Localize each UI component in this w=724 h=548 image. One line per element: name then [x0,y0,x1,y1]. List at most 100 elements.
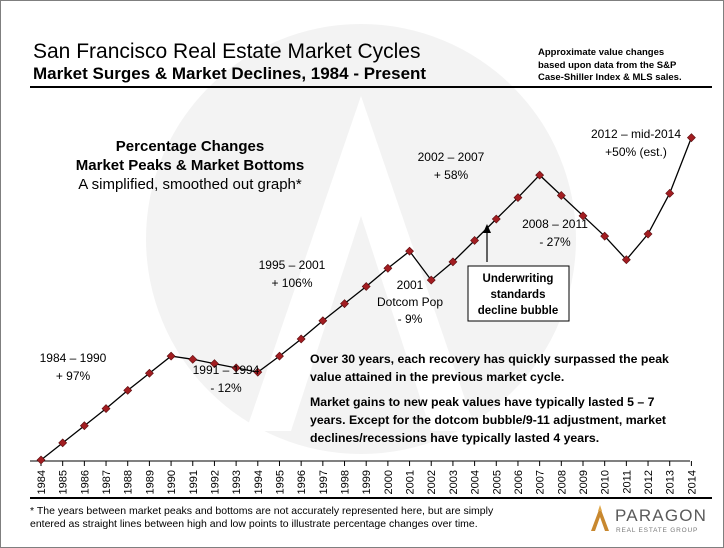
commentary-line: value attained in the previous market cy… [310,370,564,384]
footnote-line: * The years between market peaks and bot… [30,505,494,517]
x-tick-label: 2007 [535,470,547,494]
commentary-line: Over 30 years, each recovery has quickly… [310,352,669,366]
data-point-marker [383,263,393,273]
callout-text-line: decline bubble [478,305,559,317]
x-tick-label: 1994 [253,470,265,494]
divider-rule-bottom [30,497,712,499]
data-point-marker [144,368,154,378]
data-point-marker [686,133,696,143]
annotation-1984-1990-change: + 97% [56,369,91,383]
annotation-2012-2014-change: +50% (est.) [605,145,667,159]
x-tick-label: 2006 [513,470,525,494]
annotation-2012-2014: 2012 – mid-2014 [591,127,681,141]
x-tick-label: 2005 [491,470,503,494]
data-point-marker [253,367,263,377]
x-tick-label: 2011 [621,470,633,494]
data-point-marker [188,354,198,364]
x-tick-label: 2014 [686,470,698,494]
data-point-marker [426,275,436,285]
data-point-marker [643,229,653,239]
annotation-1984-1990: 1984 – 1990 [40,351,107,365]
x-tick-label: 1993 [231,470,243,494]
x-tick-label: 1991 [188,470,200,494]
series-markers [36,133,696,465]
callout-text-line: Underwriting [483,273,554,285]
data-point-marker [556,191,566,200]
annotation-2008-2011: 2008 – 2011 [522,217,588,231]
x-tick-label: 1997 [318,470,330,494]
annotation-1995-2001: 1995 – 2001 [259,258,326,272]
data-point-marker [491,214,501,224]
chart-subtitle-line: Market Peaks & Market Bottoms [76,157,304,174]
annotation-1995-2001-change: + 106% [271,276,312,290]
x-tick-label: 1989 [144,470,156,494]
annotation-2008-2011-change: - 27% [539,235,571,249]
data-point-marker [600,231,610,241]
data-point-marker [231,363,241,373]
commentary-line: declines/recessions have typically laste… [310,431,599,445]
callout-arrow-head [483,224,491,233]
x-tick-label: 1986 [79,470,91,494]
x-axis-ticks [40,461,692,466]
x-tick-label: 1987 [101,470,113,494]
data-point-marker [470,236,480,245]
x-tick-label: 2009 [578,470,590,494]
source-note-line: based upon data from the S&P [538,59,677,71]
data-point-marker [210,359,219,369]
callout-box [467,265,570,322]
paragon-emblem-icon [591,505,609,531]
x-tick-label: 1992 [209,470,221,494]
source-note-line: Approximate value changes [538,47,665,58]
callout-text-line: standards [491,289,546,301]
x-axis-tick-labels: 1984 1985 1986 1987 1988 1989 1990 1991 1992 1993… [36,470,698,494]
x-tick-label: 1985 [58,470,70,494]
chart-main-title: San Francisco Real Estate Market Cycles [33,40,421,63]
chart-main-subtitle: Market Surges & Market Declines, 1984 - … [33,64,427,83]
x-tick-label: 1995 [274,470,286,494]
data-point-marker [361,282,371,291]
annotation-2002-2007: 2002 – 2007 [418,150,485,164]
data-point-marker [535,170,545,180]
logo-tagline: REAL ESTATE GROUP [616,527,698,534]
data-point-marker [578,211,588,221]
divider-rule-top [30,86,712,88]
x-tick-label: 2004 [470,470,482,494]
chart-title: Percentage Changes [116,138,264,155]
data-point-marker [340,299,349,309]
x-tick-label: 2010 [600,470,612,494]
annotation-dotcom-pop: Dotcom Pop [377,295,443,309]
x-tick-label: 2013 [665,470,677,494]
data-point-marker [318,316,328,326]
footnote-line: entered as straight lines between high a… [30,518,478,530]
data-point-marker [405,246,414,256]
paragon-logo: PARAGON REAL ESTATE GROUP [591,505,705,534]
commentary-line: Market gains to new peak values have typ… [310,395,655,409]
source-note-line: Case-Shiller Index & MLS sales. [538,72,682,83]
source-note: Approximate value changes based upon dat… [538,47,682,85]
annotation-2002-2007-change: + 58% [434,168,469,182]
x-tick-label: 2002 [426,470,438,494]
data-point-marker [79,421,89,431]
logo-name: PARAGON [615,506,705,525]
data-point-marker [101,404,111,414]
footnote: * The years between market peaks and bot… [30,505,493,531]
x-tick-label: 2003 [448,470,460,494]
x-tick-label: 2001 [405,470,417,494]
annotation-1991-1994: 1991 – 1994 [193,363,260,377]
commentary-line: years. Except for the dotcom bubble/9-11… [310,413,666,427]
data-point-marker [665,188,675,198]
x-tick-label: 1998 [340,470,352,494]
annotation-dotcom-change: - 9% [398,312,423,326]
x-tick-label: 1996 [296,470,308,494]
x-tick-label: 1984 [36,470,48,494]
data-point-marker [58,438,68,448]
data-point-marker [123,385,133,395]
annotation-2001: 2001 [397,278,424,292]
data-point-marker [296,334,306,344]
x-tick-label: 2012 [643,470,655,494]
data-point-marker [621,255,631,265]
x-tick-label: 2000 [383,470,395,494]
